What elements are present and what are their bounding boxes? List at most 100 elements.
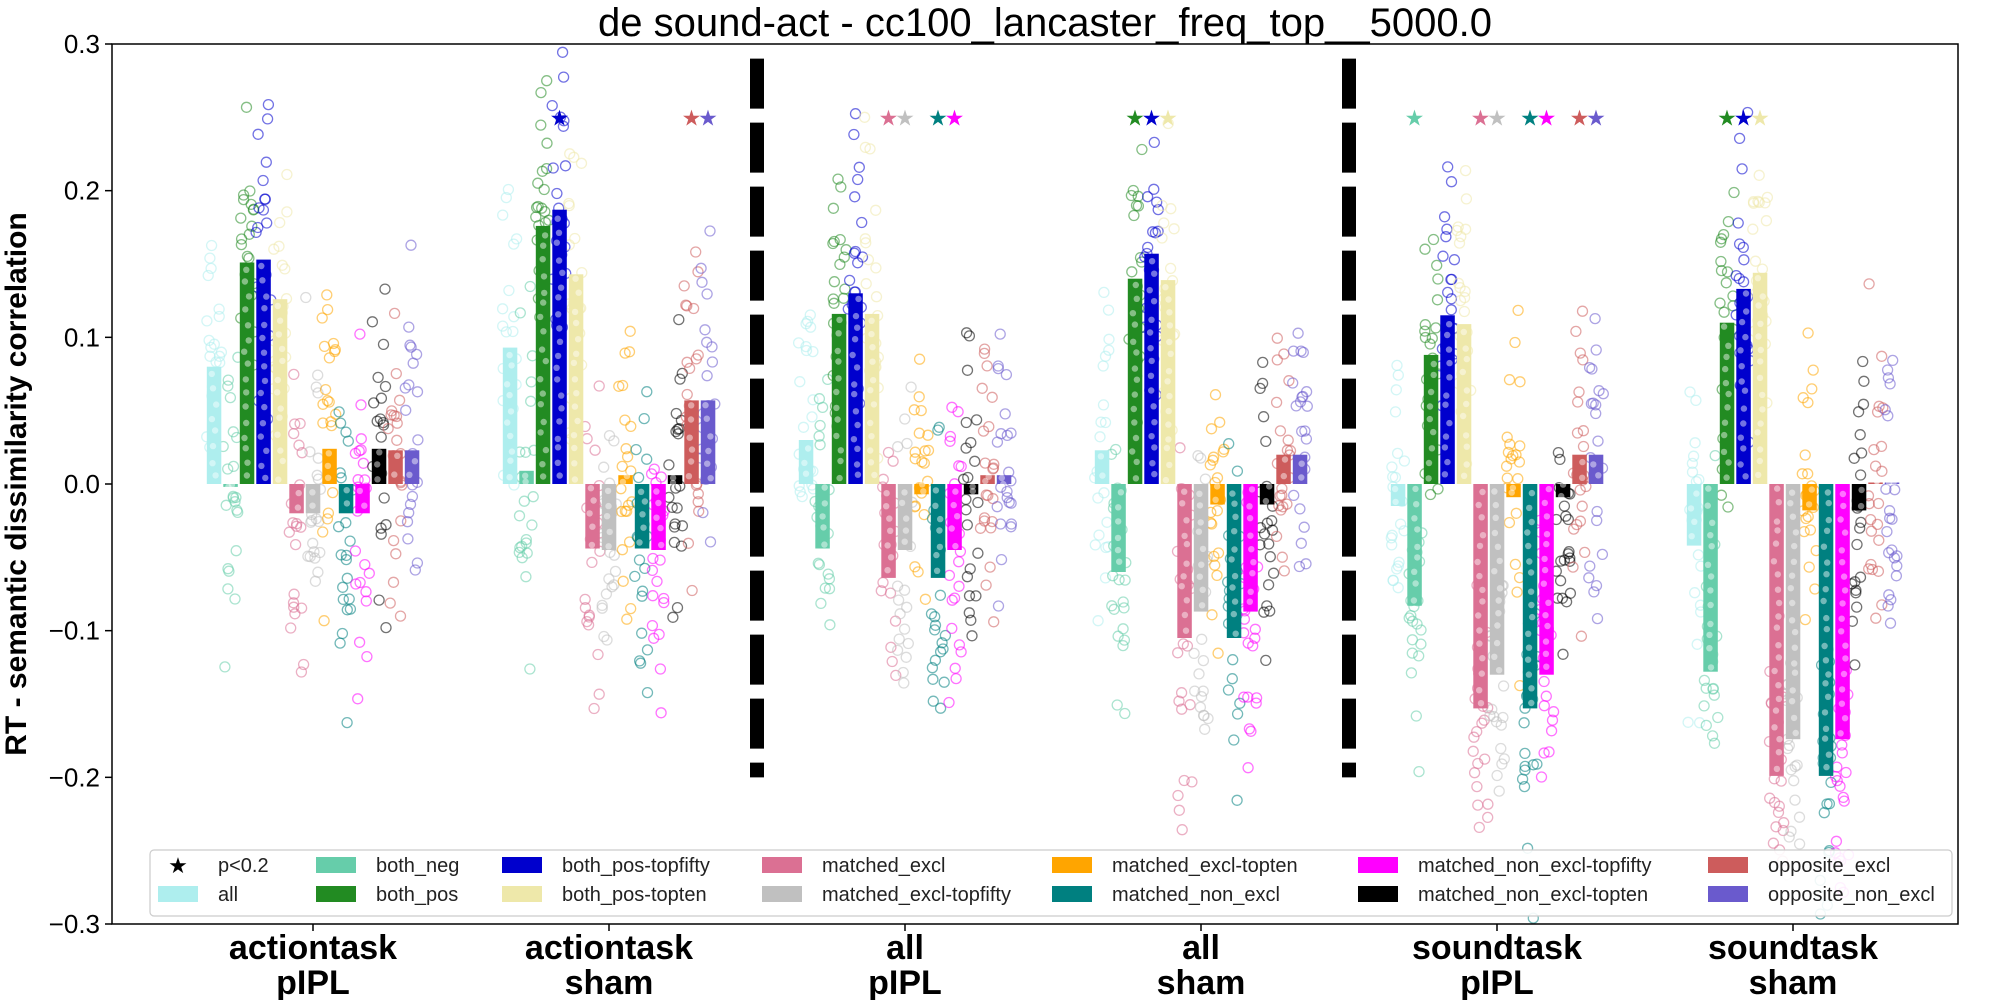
observation-point <box>1250 697 1262 709</box>
observation-point <box>1574 484 1586 496</box>
observation-point <box>1576 305 1589 317</box>
observation-point <box>683 362 696 375</box>
bar-observation-dot <box>1132 281 1140 289</box>
bar-observation-dot <box>258 262 265 270</box>
significance-star: ★ <box>928 106 948 131</box>
observation-point <box>1562 513 1574 526</box>
observation-point <box>621 613 633 625</box>
observation-point <box>1809 583 1821 595</box>
bar-observation-dot <box>1114 534 1122 542</box>
observation-point <box>1113 574 1125 586</box>
observation-point <box>953 639 966 651</box>
observation-point <box>669 518 681 530</box>
observation-point <box>963 590 976 602</box>
bar-observation-dot <box>539 256 546 263</box>
bar-observation-dot <box>1738 378 1745 385</box>
observation-point <box>1590 344 1602 356</box>
observation-point <box>944 435 956 447</box>
observation-point <box>1178 774 1190 787</box>
observation-point <box>363 567 375 579</box>
bar-observation-dot <box>1545 485 1553 493</box>
observation-point <box>925 608 938 620</box>
observation-point <box>382 422 394 435</box>
legend-label: both_pos <box>376 884 458 906</box>
observation-point <box>937 643 949 655</box>
bar-both_pos-topten-3 <box>1160 280 1176 484</box>
observation-point <box>1514 376 1526 388</box>
bar-observation-dot <box>209 460 216 467</box>
observation-point <box>1231 465 1244 477</box>
observation-point <box>403 321 415 333</box>
bar-matched_excl-0 <box>289 484 304 514</box>
bar-observation-dot <box>883 503 890 510</box>
bar-observation-dot <box>1788 617 1796 624</box>
observation-point <box>1732 217 1744 229</box>
bar-observation-dot <box>1858 486 1865 494</box>
bar-observation-dot <box>1131 365 1139 372</box>
legend-swatch <box>502 886 542 902</box>
observation-point <box>391 434 403 446</box>
bar-matched_non_excl-4 <box>1522 484 1538 709</box>
observation-point <box>1789 760 1801 773</box>
legend-swatch <box>1358 857 1398 873</box>
observation-point <box>1162 117 1174 130</box>
bar-both_neg-1 <box>519 470 534 484</box>
bar-matched_excl-topten-4 <box>1506 484 1521 498</box>
observation-point <box>1468 731 1480 743</box>
observation-point <box>1175 687 1188 699</box>
observation-point <box>1884 378 1896 390</box>
observation-point <box>1887 354 1899 367</box>
bar-matched_non_excl-topfifty-4 <box>1539 484 1554 675</box>
bar-observation-dot <box>1772 707 1780 714</box>
bar-observation-dot <box>556 472 563 479</box>
significance-star: ★ <box>1471 106 1491 131</box>
observation-point <box>690 246 702 258</box>
observation-point <box>323 396 335 408</box>
observation-point <box>641 453 653 465</box>
bar-both_pos-topfifty-1 <box>552 209 567 484</box>
observation-point <box>1829 770 1842 783</box>
bar-observation-dot <box>275 331 283 338</box>
observation-point <box>1783 831 1795 843</box>
bar-observation-dot <box>819 513 826 520</box>
observation-point <box>619 505 631 517</box>
observation-point <box>838 251 850 263</box>
bar-both_pos-2 <box>831 313 847 484</box>
bar-observation-dot <box>309 489 316 496</box>
bar-observation-dot <box>1822 725 1830 732</box>
observation-point <box>1857 398 1870 410</box>
observation-point <box>332 521 345 533</box>
observation-point <box>312 566 324 578</box>
observation-point <box>1282 434 1294 446</box>
observation-point <box>1186 776 1198 788</box>
observation-point <box>1590 407 1602 420</box>
bar-observation-dot <box>1131 321 1139 328</box>
significance-star: ★ <box>1142 106 1162 131</box>
observation-point <box>1800 512 1812 525</box>
bar-observation-dot <box>669 479 677 487</box>
observation-point <box>289 538 302 551</box>
observation-point <box>1385 532 1397 544</box>
observation-point <box>230 545 242 557</box>
bar-observation-dot <box>242 376 249 383</box>
observation-point <box>848 128 860 141</box>
bar-observation-dot <box>1508 489 1515 496</box>
bar-both_pos-topten-0 <box>272 299 288 484</box>
bar-observation-dot <box>263 293 270 300</box>
observation-point <box>1573 386 1585 398</box>
observation-point <box>1287 345 1300 357</box>
bar-matched_non_excl-topten-5 <box>1851 484 1867 511</box>
observation-point <box>961 519 973 531</box>
observation-point <box>1759 197 1771 209</box>
bar-observation-dot <box>655 499 662 507</box>
bar-observation-dot <box>1820 597 1827 605</box>
observation-point <box>1295 345 1307 357</box>
observation-point <box>205 239 218 252</box>
observation-point <box>1258 606 1270 618</box>
observation-point <box>979 457 991 469</box>
bar-observation-dot <box>1825 516 1833 524</box>
observation-point <box>955 460 967 473</box>
observation-point <box>1226 673 1238 685</box>
bar-observation-dot <box>1232 513 1239 520</box>
bar-observation-dot <box>276 317 284 324</box>
